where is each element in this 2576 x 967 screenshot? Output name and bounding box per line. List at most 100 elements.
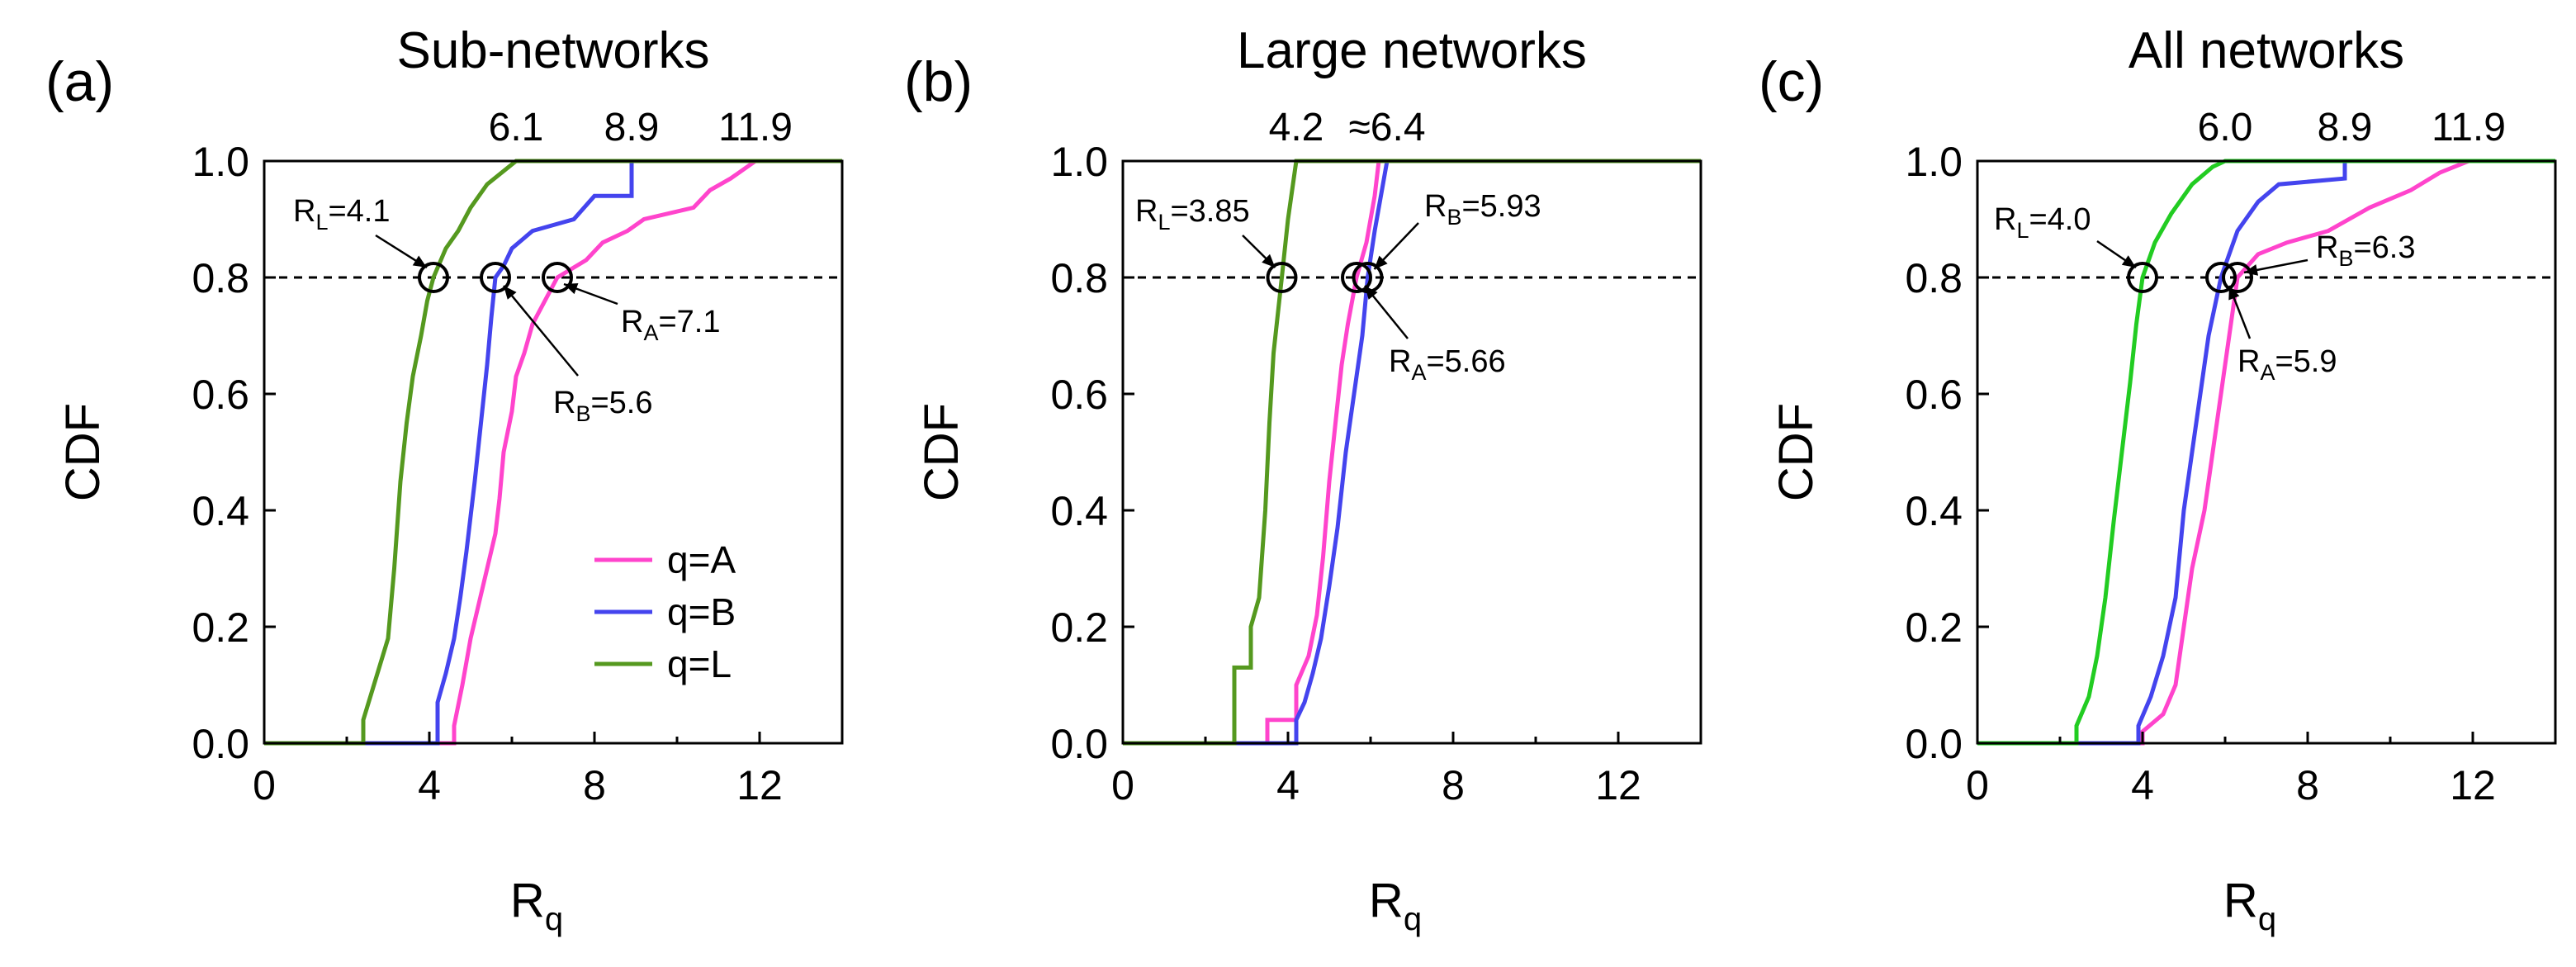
annotation-sub: A	[1411, 360, 1426, 385]
series-line-q=L	[264, 159, 842, 746]
annotation-value: =4.0	[2029, 202, 2091, 237]
y-tick-label: 0.0	[1905, 721, 1963, 767]
series-line-q=L	[1977, 159, 2555, 746]
y-tick-label: 0.0	[1050, 721, 1108, 767]
panel-2: (c) All networks 0 4 8 12 0.0 0.2 0.4 0.6 0.8 1.0 6.…	[1759, 22, 2557, 937]
annotation-value: =4.1	[328, 194, 390, 229]
y-tick-label: 0.2	[192, 604, 249, 651]
y-tick-label: 0.6	[192, 372, 249, 418]
annotation-r: R	[553, 386, 575, 420]
annotation-sub: L	[315, 210, 328, 235]
y-axis-label: CDF	[56, 403, 110, 501]
annotation-value: =7.1	[658, 305, 720, 339]
annotation-label: RB=5.93	[1424, 189, 1541, 230]
x-axis-label-main: R	[510, 874, 545, 927]
top-tick-label: 8.9	[604, 106, 660, 149]
annotation-label: RL=4.0	[1994, 202, 2091, 243]
annotation-arrowhead	[564, 282, 579, 295]
x-tick-label: 0	[1966, 762, 1989, 808]
top-tick-label: 11.9	[2432, 106, 2506, 149]
annotation-arrowhead	[412, 255, 427, 268]
y-tick-label: 0.4	[1905, 488, 1963, 534]
x-tick-label: 4	[1276, 762, 1300, 808]
panel-label: (c)	[1759, 50, 1824, 113]
annotation-value: =5.9	[2275, 344, 2337, 379]
annotation-label: RA=7.1	[621, 305, 721, 345]
marker-circle-B	[480, 262, 511, 293]
legend-label: q=A	[667, 538, 736, 581]
panel-label: (a)	[45, 50, 114, 113]
annotation-r: R	[1389, 344, 1411, 379]
y-tick-label: 0.2	[1905, 604, 1963, 651]
x-tick-label: 12	[2450, 762, 2496, 808]
annotation-sub: B	[1447, 205, 1461, 230]
annotation-label: RA=5.9	[2237, 344, 2337, 385]
x-tick-label: 8	[2296, 762, 2319, 808]
panel-0: (a) Sub-networks 0 4 8 12 0.0 0.2 0.4 0.6 0.8 1.0 6.…	[45, 22, 844, 937]
y-tick-label: 0.8	[1050, 255, 1108, 301]
annotation-sub: L	[2016, 218, 2029, 243]
series-line-q=A	[1123, 159, 1701, 746]
marker-circle-A	[542, 262, 573, 293]
y-tick-label: 0.8	[1905, 255, 1963, 301]
x-axis-label-main: R	[1369, 874, 1404, 927]
panel-1: (b) Large networks 0 4 8 12 0.0 0.2 0.4 0.6 0.8 1.0…	[904, 22, 1702, 937]
y-tick-label: 0.6	[1905, 372, 1963, 418]
annotation-value: =5.66	[1426, 344, 1505, 379]
annotation-arrowhead	[1374, 255, 1388, 269]
legend-label: q=B	[667, 590, 736, 633]
x-tick-label: 4	[2131, 762, 2154, 808]
x-axis-label-sub: q	[545, 901, 563, 937]
x-tick-label: 0	[1111, 762, 1134, 808]
annotation-label: RL=4.1	[293, 194, 391, 235]
annotation-label: RA=5.66	[1389, 344, 1506, 385]
annotation-label: RB=5.6	[553, 386, 653, 426]
y-tick-label: 1.0	[1050, 139, 1108, 185]
top-tick-label: 4.2	[1269, 106, 1324, 149]
annotation-value: =3.85	[1170, 194, 1249, 229]
series-line-q=B	[264, 159, 842, 746]
series-line-q=B	[1977, 159, 2555, 746]
annotation-r: R	[2316, 230, 2338, 265]
annotation-label: RL=3.85	[1135, 194, 1250, 235]
panel-title: Sub-networks	[396, 22, 709, 79]
x-axis-label-sub: q	[1404, 901, 1422, 937]
x-tick-label: 12	[736, 762, 783, 808]
annotation-r: R	[1994, 202, 2016, 237]
plot-frame	[1121, 159, 1702, 745]
x-tick-label: 4	[418, 762, 441, 808]
panel-title: All networks	[2129, 22, 2404, 79]
marker-circle-L	[2127, 262, 2158, 293]
x-axis-label: Rq	[2223, 874, 2276, 937]
annotation-arrowhead	[504, 286, 517, 300]
legend-label: q=L	[667, 642, 732, 685]
marker-circle-B	[2222, 262, 2253, 293]
annotation-sub: A	[2260, 360, 2275, 385]
annotation-r: R	[293, 194, 315, 229]
annotation-sub: B	[2338, 246, 2353, 271]
annotation-sub: A	[643, 320, 658, 345]
series-line-q=B	[1123, 159, 1701, 746]
annotation-value: =5.6	[590, 386, 652, 420]
x-axis-label-main: R	[2223, 874, 2258, 927]
annotation-value: =6.3	[2353, 230, 2415, 265]
plot-frame	[263, 159, 844, 745]
x-tick-label: 12	[1595, 762, 1641, 808]
top-tick-label: 8.9	[2318, 106, 2373, 149]
annotation-label: RB=6.3	[2316, 230, 2416, 271]
series-line-q=A	[1977, 159, 2555, 746]
y-tick-label: 0.6	[1050, 372, 1108, 418]
x-axis-label-sub: q	[2258, 901, 2276, 937]
y-axis-label: CDF	[915, 403, 968, 501]
annotation-r: R	[621, 305, 643, 339]
annotation-arrowhead	[1262, 254, 1276, 268]
y-tick-label: 0.0	[192, 721, 249, 767]
annotation-r: R	[1424, 189, 1447, 224]
panel-title: Large networks	[1237, 22, 1587, 79]
y-tick-label: 1.0	[192, 139, 249, 185]
marker-circle-B	[1352, 262, 1384, 293]
panel-label: (b)	[904, 50, 973, 113]
marker-circle-L	[1266, 262, 1298, 293]
y-axis-label: CDF	[1769, 403, 1823, 501]
